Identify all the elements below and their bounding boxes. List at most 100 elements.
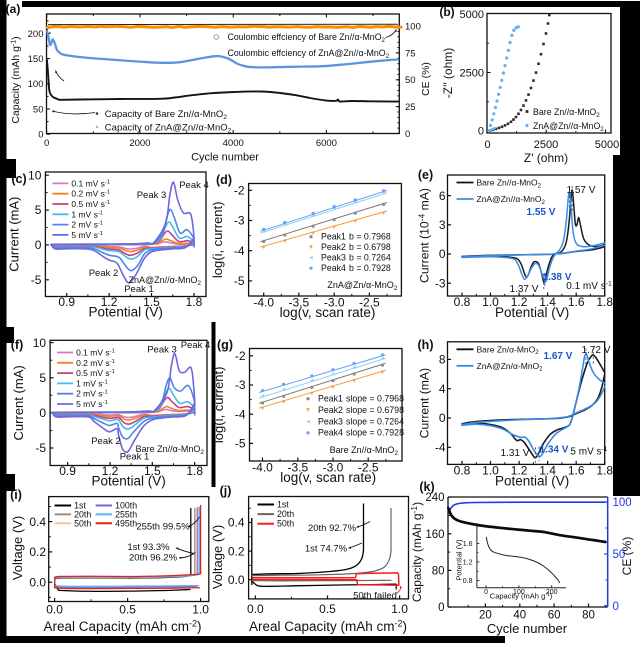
svg-text:0.5: 0.5	[319, 602, 336, 616]
svg-text:0: 0	[484, 139, 490, 151]
svg-text:2500: 2500	[460, 68, 484, 80]
svg-text:Peak 4: Peak 4	[181, 340, 211, 351]
svg-text:100: 100	[405, 22, 421, 33]
svg-text:6000: 6000	[316, 138, 337, 149]
svg-text:1st: 1st	[277, 500, 289, 510]
svg-text:0.8: 0.8	[463, 578, 473, 585]
svg-text:0.0: 0.0	[29, 575, 46, 589]
svg-text:50th failed: 50th failed	[353, 590, 397, 601]
svg-text:80: 80	[582, 610, 595, 622]
svg-text:0.1 mV s-1: 0.1 mV s-1	[76, 348, 115, 358]
svg-text:Potential (V): Potential (V)	[91, 474, 165, 489]
svg-text:b = 0.7264: b = 0.7264	[349, 253, 391, 263]
svg-text:1.6: 1.6	[568, 295, 585, 309]
svg-text:20th 92.7%: 20th 92.7%	[308, 523, 357, 534]
svg-text:1.57 V: 1.57 V	[567, 185, 596, 196]
svg-text:slope = 0.7264: slope = 0.7264	[346, 416, 404, 426]
svg-text:150: 150	[28, 54, 44, 65]
svg-text:(d): (d)	[216, 173, 232, 187]
svg-text:2500: 2500	[534, 139, 558, 151]
svg-text:0: 0	[405, 129, 410, 140]
svg-text:Capacity (mAh g-1): Capacity (mAh g-1)	[490, 592, 553, 601]
svg-text:8: 8	[439, 353, 446, 367]
svg-text:20: 20	[479, 610, 492, 622]
svg-text:-4.0: -4.0	[252, 461, 273, 475]
svg-text:(i): (i)	[10, 488, 22, 502]
svg-text:25: 25	[405, 102, 416, 113]
svg-text:(c): (c)	[11, 172, 26, 186]
svg-text:50th: 50th	[74, 518, 91, 528]
svg-text:Peak4: Peak4	[318, 428, 343, 438]
svg-text:0: 0	[44, 138, 49, 149]
svg-text:Peak 3: Peak 3	[137, 190, 167, 201]
svg-text:75: 75	[405, 48, 416, 59]
svg-text:b = 0.6798: b = 0.6798	[349, 242, 391, 252]
svg-text:0.5: 0.5	[119, 603, 136, 617]
svg-text:Voltage (V): Voltage (V)	[10, 516, 25, 580]
svg-text:0.9: 0.9	[59, 464, 76, 478]
svg-text:-5: -5	[31, 273, 42, 287]
svg-text:Peak3: Peak3	[321, 253, 346, 263]
svg-text:40: 40	[513, 610, 526, 622]
svg-text:5: 5	[39, 371, 46, 385]
svg-text:100: 100	[28, 79, 44, 90]
svg-text:5000: 5000	[460, 9, 484, 21]
svg-text:0: 0	[38, 130, 43, 141]
svg-text:2000: 2000	[129, 138, 150, 149]
svg-text:200: 200	[28, 29, 44, 40]
svg-text:Peak 2: Peak 2	[89, 268, 119, 279]
svg-text:Peak2: Peak2	[321, 242, 346, 252]
svg-text:Voltage (V): Voltage (V)	[210, 525, 225, 589]
svg-text:1.72 V: 1.72 V	[582, 345, 611, 356]
svg-text:Potential (V): Potential (V)	[455, 539, 464, 581]
svg-text:Potential (V): Potential (V)	[89, 305, 163, 320]
svg-text:100: 100	[613, 497, 632, 509]
svg-text:slope = 0.7968: slope = 0.7968	[346, 394, 404, 404]
svg-text:0.0: 0.0	[228, 573, 245, 587]
svg-text:1.6: 1.6	[463, 541, 473, 548]
svg-text:0.4: 0.4	[228, 516, 245, 530]
svg-text:CE (%): CE (%)	[420, 62, 432, 96]
svg-text:Current (mA): Current (mA)	[6, 197, 21, 272]
svg-text:Capacity (mAh g-1): Capacity (mAh g-1)	[10, 36, 22, 123]
svg-text:50: 50	[405, 75, 416, 86]
svg-text:0.2 mV s-1: 0.2 mV s-1	[76, 358, 115, 368]
svg-text:5000: 5000	[595, 139, 619, 151]
svg-text:log(i, current): log(i, current)	[211, 367, 226, 444]
svg-text:0.0: 0.0	[247, 602, 264, 616]
svg-text:-4: -4	[435, 441, 446, 455]
svg-text:1st 74.7%: 1st 74.7%	[305, 544, 348, 555]
svg-text:Peak 4: Peak 4	[179, 180, 209, 191]
svg-text:255th 99.5%: 255th 99.5%	[136, 522, 190, 533]
svg-text:10: 10	[33, 336, 47, 350]
svg-text:-5: -5	[235, 437, 246, 451]
svg-text:10: 10	[28, 168, 42, 182]
svg-text:Peak 1: Peak 1	[124, 284, 154, 295]
svg-text:1.38 V: 1.38 V	[543, 272, 572, 283]
svg-text:Potential (V): Potential (V)	[495, 305, 569, 320]
svg-text:Current (mA): Current (mA)	[11, 365, 26, 440]
svg-text:3: 3	[439, 218, 446, 232]
svg-text:1.0: 1.0	[391, 602, 408, 616]
svg-text:4: 4	[439, 382, 446, 396]
svg-text:0.0: 0.0	[46, 603, 63, 617]
svg-text:Z′ (ohm): Z′ (ohm)	[524, 151, 568, 165]
svg-text:log(i, current): log(i, current)	[210, 202, 225, 279]
svg-text:Peak1: Peak1	[321, 232, 346, 242]
svg-text:1.2: 1.2	[463, 560, 473, 567]
svg-text:-4: -4	[234, 244, 245, 258]
svg-text:0: 0	[438, 602, 444, 614]
svg-text:Areal Capacity (mAh cm-2): Areal Capacity (mAh cm-2)	[249, 619, 407, 635]
svg-text:0.2 mV s-1: 0.2 mV s-1	[71, 189, 110, 199]
svg-text:Cycle number: Cycle number	[191, 152, 259, 164]
svg-text:1.6: 1.6	[568, 463, 585, 477]
svg-text:5: 5	[35, 203, 42, 217]
svg-text:-5: -5	[234, 274, 245, 288]
svg-text:Potential (V): Potential (V)	[495, 473, 569, 488]
svg-text:(a): (a)	[6, 2, 21, 16]
svg-text:1.8: 1.8	[596, 295, 613, 309]
svg-text:1.0: 1.0	[192, 603, 209, 617]
svg-text:0.5 mV s-1: 0.5 mV s-1	[76, 368, 115, 378]
svg-text:b = 0.7968: b = 0.7968	[349, 232, 391, 242]
svg-text:4000: 4000	[223, 138, 244, 149]
